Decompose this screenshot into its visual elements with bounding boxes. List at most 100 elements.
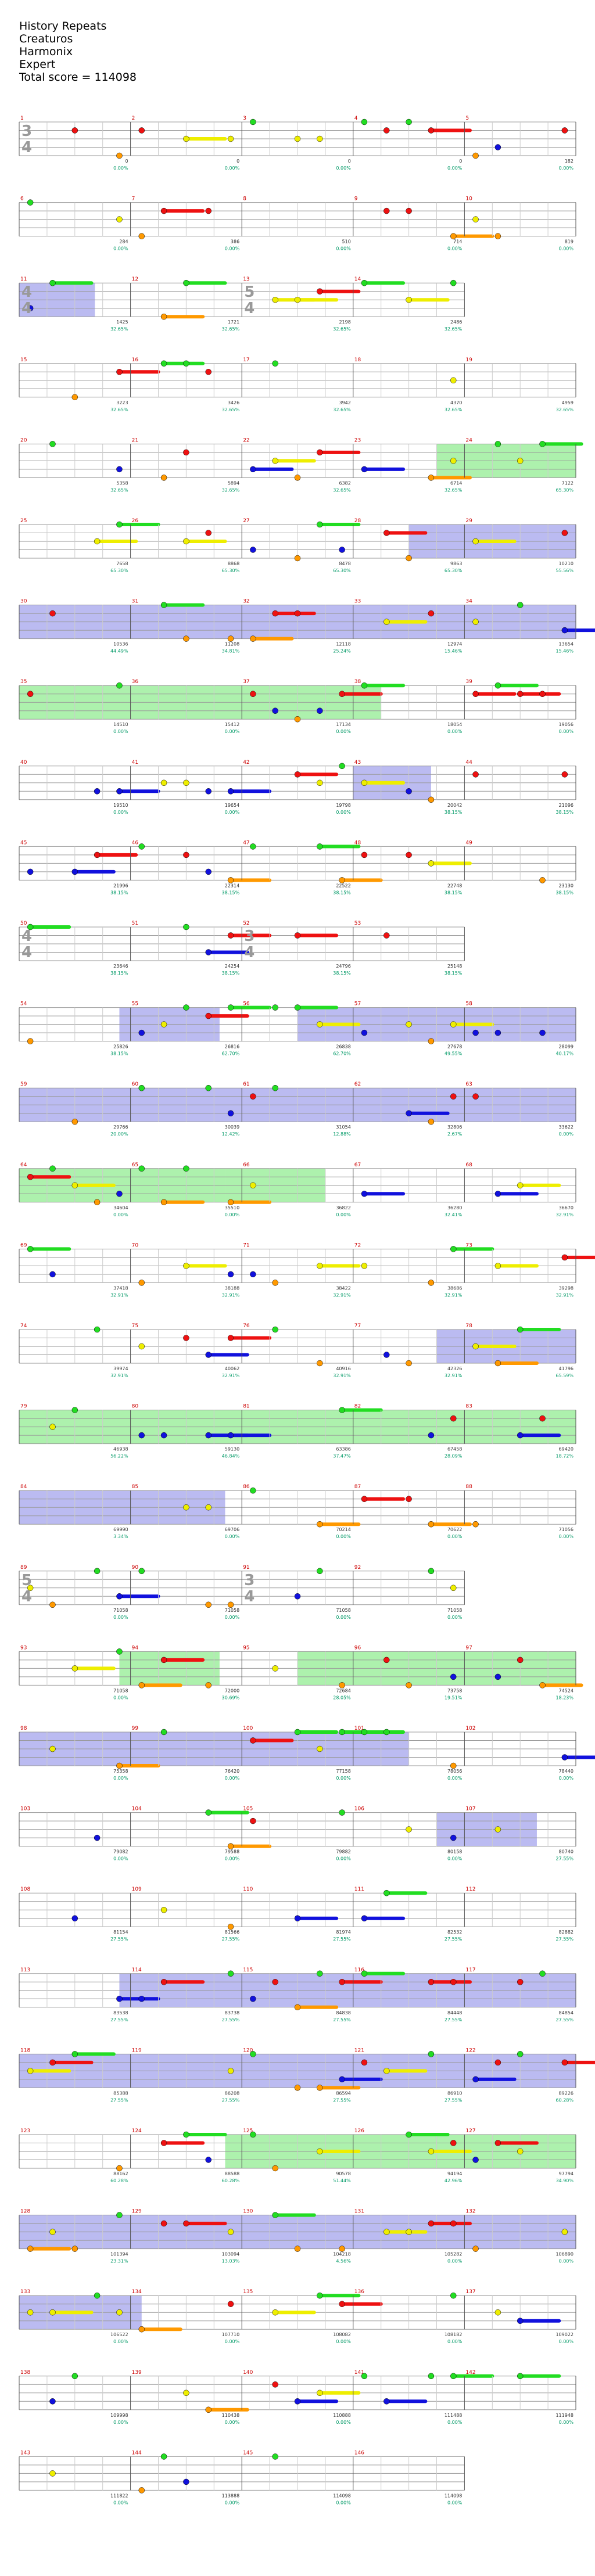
note-gem <box>361 682 368 689</box>
measure-number: 6 <box>20 196 24 202</box>
measure-percent: 0.00% <box>113 1212 128 1217</box>
note-gem <box>138 1084 145 1091</box>
difficulty-name: Expert <box>19 58 56 71</box>
measure-score: 88162 <box>113 2171 128 2176</box>
note-gem <box>94 852 101 858</box>
note-gem <box>494 1263 501 1269</box>
measure-score: 81974 <box>336 1930 350 1935</box>
measure-number: 69 <box>20 1242 27 1248</box>
note-gem <box>250 1093 256 1100</box>
measure-percent: 38.15% <box>110 1051 128 1057</box>
measure-percent: 0.00% <box>336 1776 351 1781</box>
note-gem <box>49 1165 56 1172</box>
measure-score: 76420 <box>225 1769 239 1774</box>
measure-number: 3 <box>243 116 246 121</box>
measure-percent: 30.69% <box>222 1695 240 1700</box>
measure-percent: 0.00% <box>225 1534 240 1539</box>
note-gem <box>138 1432 145 1439</box>
note-gem <box>160 2220 167 2227</box>
measure-score: 386 <box>231 239 239 245</box>
measure-percent: 0.00% <box>447 729 463 734</box>
measure-percent: 32.41% <box>445 1212 463 1217</box>
note-gem <box>317 521 323 528</box>
note-gem <box>160 360 167 367</box>
measure-score: 83738 <box>225 2010 239 2015</box>
measure-number: 38 <box>354 679 361 685</box>
note-gem <box>339 1809 345 1816</box>
measure-percent: 0.00% <box>336 2339 351 2344</box>
measure-percent: 60.28% <box>555 2097 574 2103</box>
note-gem <box>383 2068 390 2074</box>
note-gem <box>361 1729 368 1736</box>
note-gem <box>183 635 189 642</box>
note-gem <box>272 610 278 617</box>
note-gem <box>183 2390 189 2397</box>
time-signature-bottom: 4 <box>244 1588 255 1605</box>
note-gem <box>406 1110 412 1116</box>
time-signature-bottom: 4 <box>21 1588 32 1605</box>
note-gem <box>450 1762 457 1769</box>
measure-score: 22748 <box>447 883 462 888</box>
note-gem <box>116 152 123 159</box>
measure-number: 138 <box>20 2370 30 2376</box>
note-gem <box>383 207 390 214</box>
note-gem <box>472 2246 479 2252</box>
measure-percent: 0.00% <box>336 1856 351 1862</box>
measure-number: 43 <box>354 760 361 766</box>
measure-score: 63386 <box>336 1447 350 1452</box>
note-gem <box>517 458 524 464</box>
note-gem <box>517 1657 524 1664</box>
measure-number: 33 <box>354 599 361 605</box>
note-gem <box>116 1996 123 2002</box>
measure-score: 6382 <box>339 480 350 486</box>
measure-score: 12118 <box>336 642 350 647</box>
measure-number: 19 <box>465 357 472 363</box>
measure-percent: 0.00% <box>113 2339 128 2344</box>
measure-number: 36 <box>132 679 139 685</box>
measure-number: 24 <box>465 437 472 443</box>
note-gem <box>406 2131 412 2138</box>
measure-percent: 27.55% <box>445 1937 463 1942</box>
measure-score: 7658 <box>116 561 128 566</box>
measure-number: 1 <box>20 116 24 121</box>
note-gem <box>383 1889 390 1896</box>
note-gem <box>406 1826 412 1833</box>
note-gem <box>294 2085 301 2091</box>
note-gem <box>272 2309 278 2316</box>
measure-percent: 38.15% <box>222 890 240 895</box>
measure-score: 26816 <box>225 1044 239 1050</box>
measure-number: 32 <box>243 599 249 605</box>
measure-number: 11 <box>20 276 27 282</box>
note-gem <box>494 2140 501 2146</box>
measure-score: 22314 <box>225 883 239 888</box>
measure-score: 107710 <box>222 2332 240 2337</box>
measure-percent: 32.91% <box>555 1212 574 1217</box>
measure-score: 81154 <box>113 1930 128 1935</box>
measure-number: 76 <box>243 1323 250 1329</box>
measure-percent: 38.15% <box>445 890 463 895</box>
measure-number: 31 <box>132 599 138 605</box>
measure-number: 133 <box>20 2289 30 2295</box>
note-gem <box>27 2068 34 2074</box>
note-gem <box>450 1093 457 1100</box>
measure-percent: 40.17% <box>555 1051 574 1057</box>
note-gem <box>339 763 345 770</box>
note-gem <box>317 1263 323 1269</box>
measure-score: 77158 <box>336 1769 350 1774</box>
note-gem <box>428 1038 435 1044</box>
measure-percent: 27.55% <box>333 1937 351 1942</box>
measure-number: 102 <box>465 1726 475 1731</box>
measure-percent: 46.84% <box>222 1454 240 1459</box>
note-gem <box>428 860 435 867</box>
measure-number: 64 <box>20 1162 27 1168</box>
note-gem <box>494 1826 501 1833</box>
measure-percent: 0.00% <box>225 246 240 252</box>
note-gem <box>317 288 323 294</box>
note-gem <box>339 1979 345 1985</box>
note-gem <box>561 771 568 778</box>
measure-score: 2198 <box>339 319 350 325</box>
note-gem <box>138 843 145 850</box>
measure-percent: 32.91% <box>445 1373 463 1378</box>
note-gem <box>406 1021 412 1027</box>
note-gem <box>183 1504 189 1511</box>
